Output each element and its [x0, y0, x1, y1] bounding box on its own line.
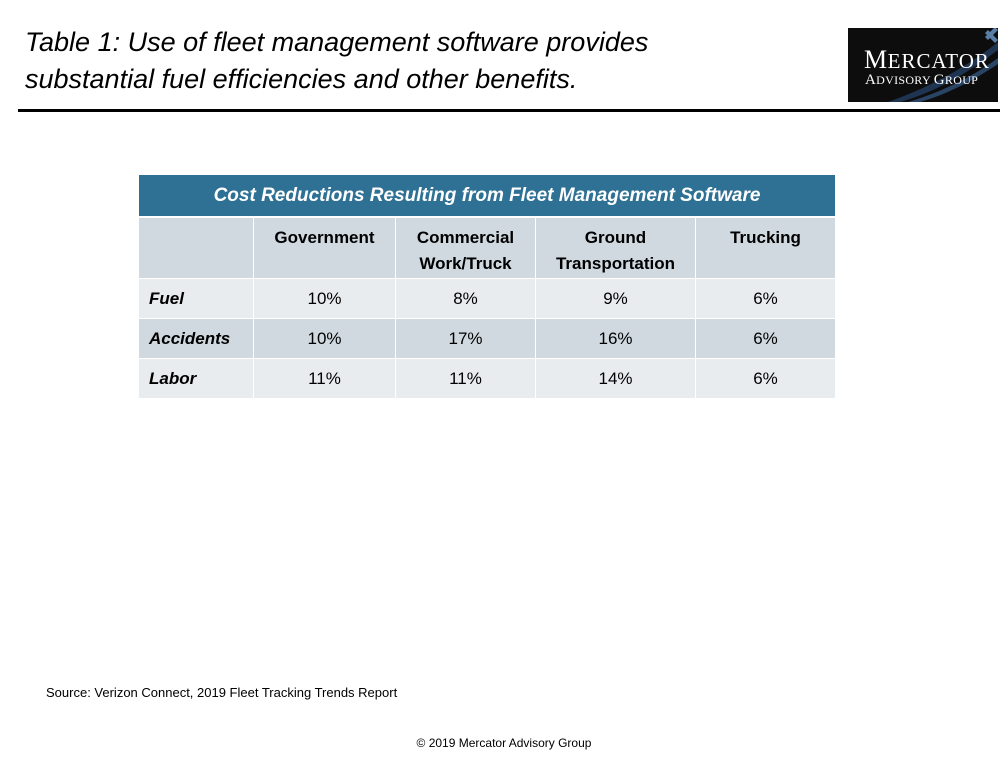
- cell-fuel-commercial: 8%: [396, 279, 536, 319]
- table-caption-row: Cost Reductions Resulting from Fleet Man…: [139, 175, 835, 218]
- header-cell-commercial: Commercial Work/Truck: [396, 218, 536, 279]
- cell-fuel-government: 10%: [254, 279, 396, 319]
- header-commercial-line1: Commercial: [416, 228, 515, 247]
- cell-accidents-trucking: 6%: [696, 319, 835, 359]
- header-cell-trucking: Trucking: [696, 218, 835, 279]
- logo-initial-g: G: [933, 72, 945, 88]
- header-cell-empty: [139, 218, 254, 279]
- header-commercial-line2: Work/Truck: [419, 254, 512, 273]
- cell-labor-commercial: 11%: [396, 359, 536, 399]
- cell-accidents-ground: 16%: [536, 319, 696, 359]
- table-header-row: Government Commercial Work/Truck Ground …: [139, 218, 835, 279]
- table-row: Labor 11% 11% 14% 6%: [139, 359, 835, 399]
- row-label-accidents: Accidents: [139, 319, 254, 359]
- cell-labor-trucking: 6%: [696, 359, 835, 399]
- source-note: Source: Verizon Connect, 2019 Fleet Trac…: [46, 685, 398, 700]
- title-divider: [18, 109, 1000, 112]
- title-line-2: substantial fuel efficiencies and other …: [25, 64, 578, 94]
- table-caption: Cost Reductions Resulting from Fleet Man…: [139, 175, 835, 218]
- cell-labor-ground: 14%: [536, 359, 696, 399]
- logo-initial-m: M: [864, 45, 888, 74]
- logo-wordmark-rest: ERCATOR: [887, 49, 990, 73]
- cell-accidents-commercial: 17%: [396, 319, 536, 359]
- cell-fuel-ground: 9%: [536, 279, 696, 319]
- copyright-notice: © 2019 Mercator Advisory Group: [416, 736, 592, 750]
- row-label-fuel: Fuel: [139, 279, 254, 319]
- logo-wordmark: MERCATOR: [864, 45, 990, 75]
- slide-title: Table 1: Use of fleet management softwar…: [25, 24, 805, 98]
- header-cell-ground: Ground Transportation: [536, 218, 696, 279]
- header-ground-line2: Transportation: [555, 254, 675, 273]
- title-line-1: Table 1: Use of fleet management softwar…: [25, 27, 649, 57]
- cell-accidents-government: 10%: [254, 319, 396, 359]
- row-label-labor: Labor: [139, 359, 254, 399]
- logo-swoosh-graphic: [888, 28, 998, 102]
- mercator-logo: MERCATOR ADVISORY GROUP: [848, 28, 998, 102]
- header-ground-line1: Ground: [584, 228, 647, 247]
- logo-dvisory: DVISORY: [876, 73, 934, 87]
- header-cell-government: Government: [254, 218, 396, 279]
- logo-roup: ROUP: [944, 73, 979, 87]
- table-row: Accidents 10% 17% 16% 6%: [139, 319, 835, 359]
- table-row: Fuel 10% 8% 9% 6%: [139, 279, 835, 319]
- cost-reductions-table: Cost Reductions Resulting from Fleet Man…: [139, 175, 835, 399]
- cell-labor-government: 11%: [254, 359, 396, 399]
- logo-subtitle: ADVISORY GROUP: [865, 72, 978, 89]
- logo-initial-a: A: [865, 72, 877, 88]
- cell-fuel-trucking: 6%: [696, 279, 835, 319]
